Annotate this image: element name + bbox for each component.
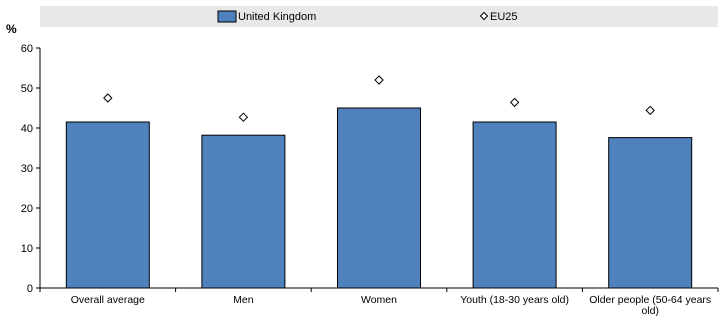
legend-box <box>40 6 718 27</box>
bar-united-kingdom <box>472 121 557 289</box>
bar-united-kingdom <box>608 137 693 289</box>
legend-marker-eu25 <box>479 11 489 21</box>
y-axis-label: % <box>6 22 17 36</box>
marker-eu25 <box>509 97 520 108</box>
category-label: Older people (50-64 years <box>589 294 711 306</box>
category-label: Men <box>233 294 254 306</box>
legend: United Kingdom EU25 <box>217 10 518 23</box>
y-tick-label: 40 <box>21 123 33 135</box>
category-label: Youth (18-30 years old) <box>460 294 569 306</box>
category-label: old) <box>641 305 659 317</box>
category-label: Overall average <box>71 294 145 306</box>
legend-label: United Kingdom <box>238 11 316 23</box>
y-tick-label: 60 <box>21 43 33 55</box>
y-tick-label: 50 <box>21 83 33 95</box>
y-tick-label: 20 <box>21 203 33 215</box>
category-label: Women <box>361 294 397 306</box>
legend-swatch-united-kingdom <box>217 10 237 23</box>
bar-united-kingdom <box>337 107 421 289</box>
bar-united-kingdom <box>201 134 286 289</box>
marker-eu25 <box>238 112 249 122</box>
y-tick-label: 0 <box>27 283 33 295</box>
legend-label: EU25 <box>490 11 518 23</box>
plot-area: 0 10 20 30 40 50 60 Overall average Men Women Yout… <box>21 43 719 317</box>
marker-eu25 <box>103 93 113 103</box>
marker-eu25 <box>645 105 655 116</box>
y-tick-label: 10 <box>21 243 33 255</box>
bar-united-kingdom <box>65 121 150 289</box>
y-tick-label: 30 <box>21 163 33 175</box>
marker-eu25 <box>374 75 384 85</box>
